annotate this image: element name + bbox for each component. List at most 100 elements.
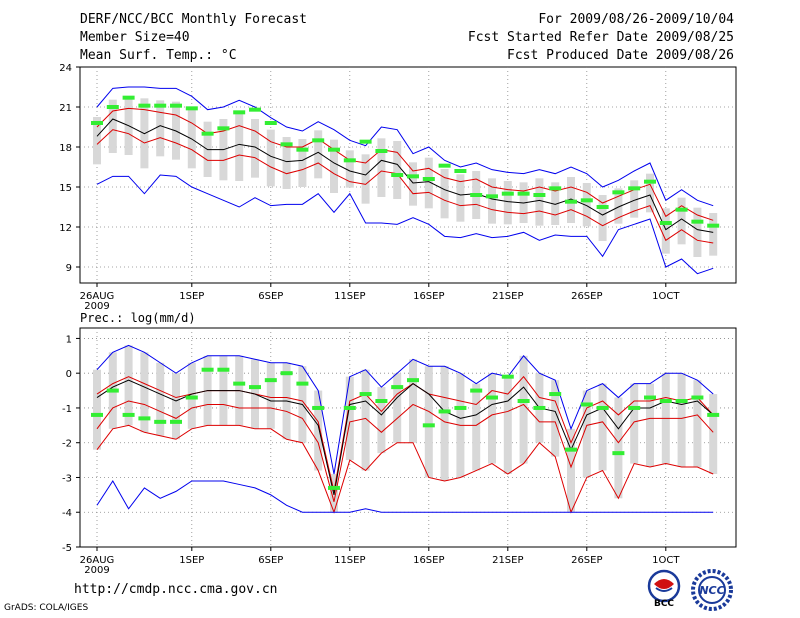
x-tick-label: 26AUG (80, 555, 115, 566)
ensemble-box (488, 373, 496, 464)
observed-mark (201, 367, 214, 372)
y-tick-label: 12 (59, 223, 72, 234)
ensemble-box (709, 394, 718, 474)
ensemble-box (709, 213, 718, 256)
ensemble-box (156, 100, 165, 157)
observed-mark (501, 191, 514, 196)
year-label: 2009 (84, 565, 109, 576)
ensemble-box (519, 355, 528, 464)
observed-mark (343, 158, 356, 163)
observed-mark (170, 419, 182, 424)
observed-mark (375, 399, 388, 403)
ensemble-box (551, 182, 560, 225)
ensemble-box (93, 369, 101, 450)
ensemble-box (582, 390, 591, 478)
ensemble-box (409, 359, 417, 443)
ensemble-box (677, 373, 686, 468)
x-tick-label: 26SEP (571, 555, 602, 566)
ensemble-box (440, 169, 449, 219)
observed-mark (407, 174, 419, 179)
observed-mark (628, 405, 641, 410)
series-line-upper (96, 107, 714, 221)
bcc-logo: BCC (647, 569, 681, 608)
y-tick-label: -1 (62, 404, 72, 415)
source-url[interactable]: http://cmdp.ncc.cma.gov.cn (74, 582, 278, 597)
x-tick-label: 16SEP (413, 291, 444, 302)
observed-mark (454, 169, 467, 173)
year-label: 2009 (84, 301, 109, 312)
observed-mark (154, 103, 167, 108)
observed-mark (501, 374, 514, 379)
observed-mark (359, 392, 372, 397)
observed-mark (565, 199, 577, 204)
ensemble-box (661, 208, 670, 254)
observed-mark (106, 388, 119, 393)
observed-mark (138, 103, 151, 108)
member-size: Member Size=40 (80, 30, 190, 45)
ensemble-box (330, 139, 338, 193)
observed-mark (312, 405, 325, 410)
x-tick-label: 26AUG (80, 291, 115, 302)
y-tick-label: 24 (59, 63, 72, 74)
ensemble-box (361, 369, 370, 471)
series-line-min (96, 479, 714, 513)
ensemble-box (108, 99, 117, 153)
observed-mark (391, 173, 404, 177)
observed-mark (217, 126, 230, 131)
x-tick-label: 16SEP (413, 555, 444, 566)
x-tick-label: 1SEP (179, 555, 204, 566)
ensemble-box (361, 154, 370, 204)
observed-mark (138, 416, 151, 421)
observed-mark (707, 412, 720, 417)
precip-panel-title: Prec.: log(mm/d) (80, 311, 196, 325)
x-tick-label: 21SEP (492, 291, 523, 302)
ensemble-box (693, 380, 702, 468)
ensemble-box (456, 174, 465, 222)
ensemble-box (345, 376, 354, 461)
y-tick-label: -3 (62, 473, 72, 484)
observed-mark (675, 207, 688, 212)
variable-label: Mean Surf. Temp.: °C (80, 48, 237, 63)
ensemble-box (377, 387, 386, 454)
observed-mark (438, 163, 451, 168)
observed-mark (185, 395, 198, 400)
ensemble-box (503, 376, 512, 474)
ensemble-box (551, 380, 560, 457)
observed-mark (422, 177, 435, 181)
ensemble-box (251, 119, 259, 178)
ensemble-box (440, 366, 449, 481)
ensemble-box (235, 113, 244, 181)
observed-mark (438, 409, 451, 414)
x-tick-label: 21SEP (492, 555, 523, 566)
ensemble-box (567, 428, 575, 513)
y-tick-label: -5 (62, 543, 72, 554)
ensemble-box (424, 157, 433, 209)
observed-mark (91, 412, 103, 417)
series-line-max (96, 86, 714, 207)
observed-mark (328, 485, 340, 490)
series-line-max (96, 344, 714, 475)
observed-mark (217, 367, 230, 372)
observed-mark (264, 378, 277, 383)
observed-mark (659, 221, 672, 225)
y-tick-label: -2 (62, 439, 72, 450)
observed-mark (201, 131, 214, 136)
ensemble-box (677, 197, 686, 245)
observed-mark (628, 186, 641, 191)
series-line-lower (96, 129, 714, 244)
ensemble-box (266, 362, 275, 429)
observed-mark (517, 399, 530, 403)
x-tick-label: 6SEP (258, 555, 283, 566)
series-line-min (96, 174, 714, 275)
observed-mark (280, 142, 293, 147)
x-tick-label: 11SEP (334, 291, 365, 302)
observed-mark (612, 451, 625, 456)
forecast-start-date: Fcst Started Refer Date 2009/08/25 (467, 30, 734, 45)
chart-panel-2: -5 -4 -3 -2 -1 0 1 26AUG 1SEP 6SEP 11SEP 16SEP 21SEP… (62, 327, 737, 576)
ensemble-box (314, 130, 323, 179)
observed-mark (91, 121, 103, 125)
y-tick-label: 0 (66, 369, 72, 380)
x-tick-label: 26SEP (571, 291, 602, 302)
observed-mark (659, 399, 672, 403)
observed-mark (596, 205, 609, 209)
